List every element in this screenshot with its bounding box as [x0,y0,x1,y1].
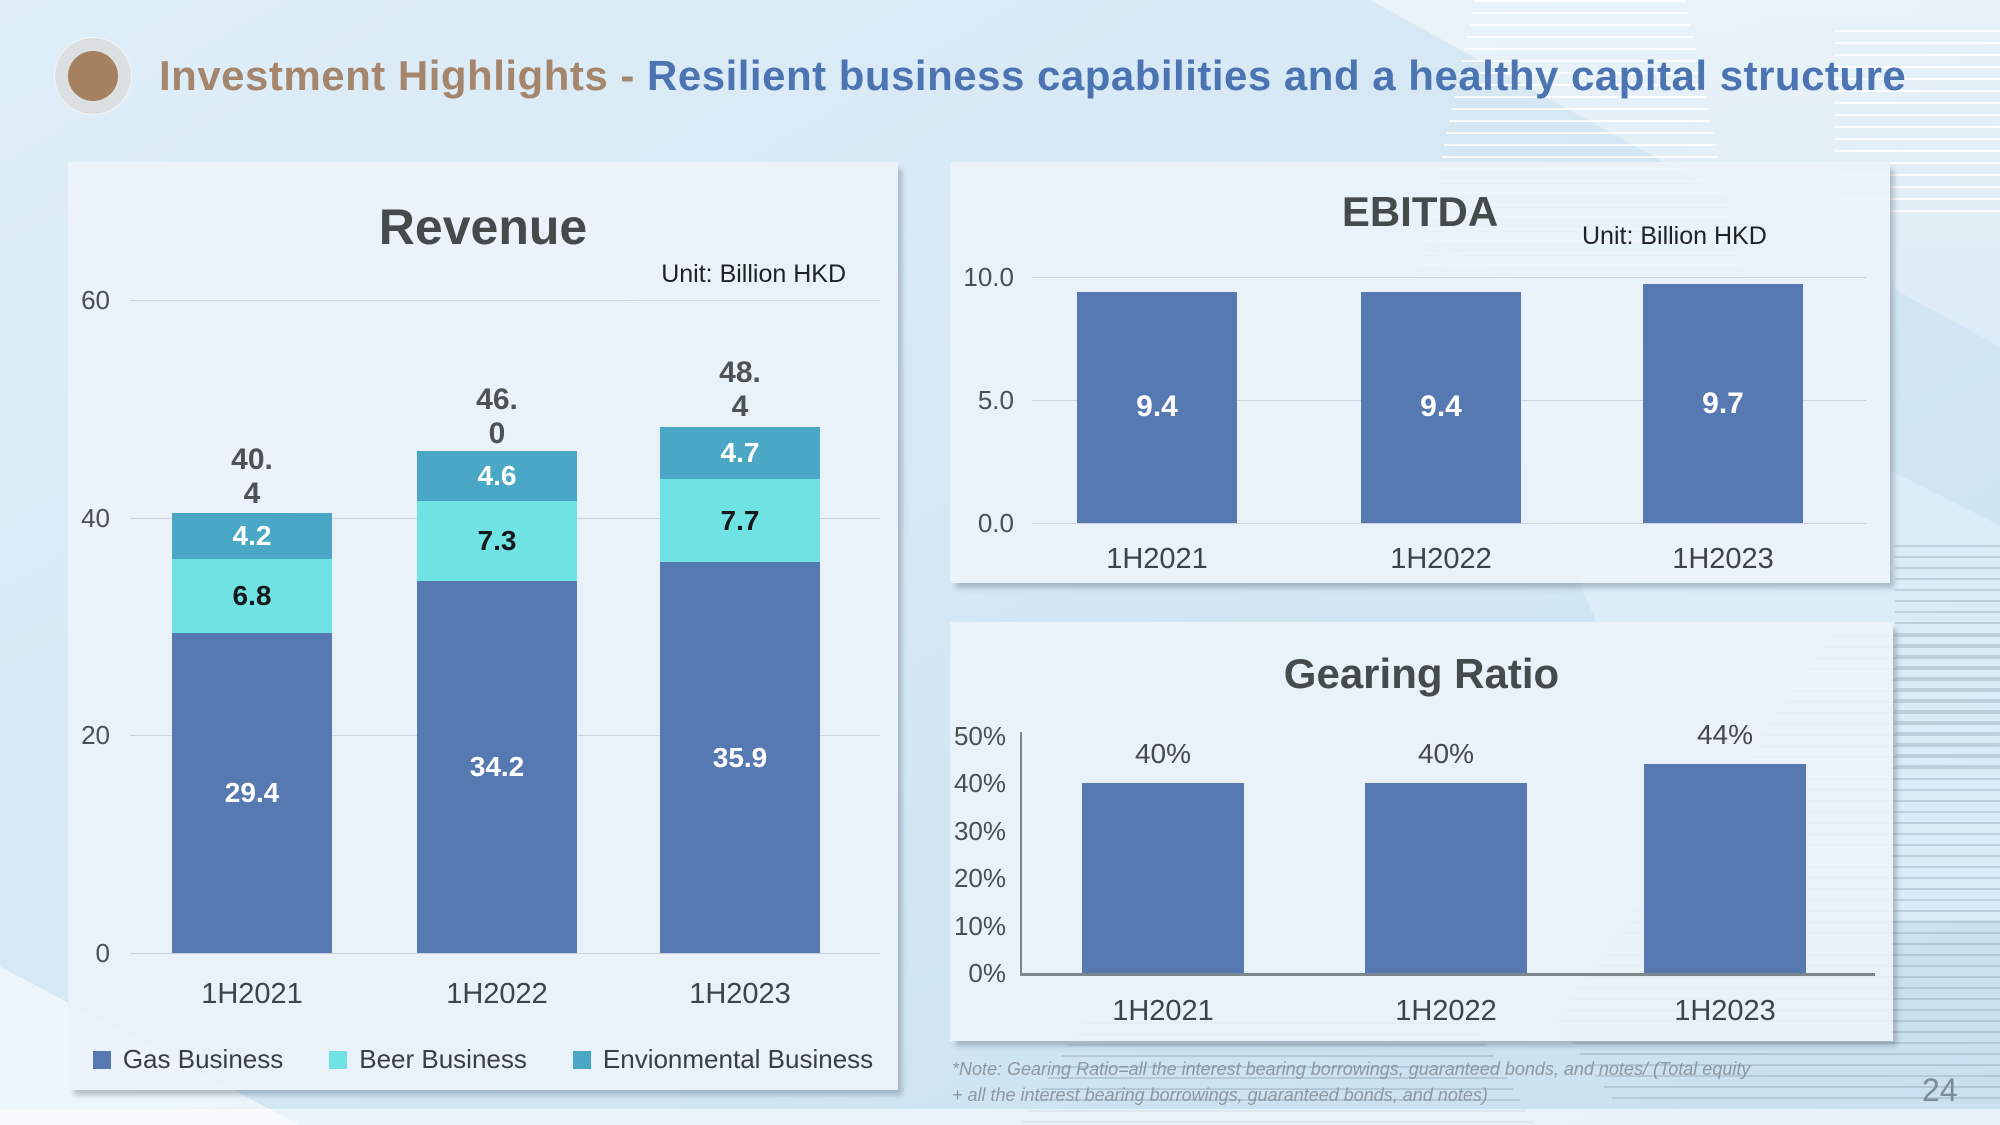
gridline [130,953,880,954]
bar-segment-gas [172,633,332,953]
bar [1082,783,1244,973]
legend-item: Beer Business [329,1044,527,1075]
y-axis-tick-label: 60 [81,285,110,316]
y-axis-tick-label: 50% [953,721,1006,751]
legend-swatch [572,1050,591,1069]
slide-header: Investment Highlights - Resilient busine… [55,38,1906,114]
bar-total-label: 46. 0 [476,382,518,450]
y-axis-tick-label: 20% [953,863,1006,894]
legend-item: Envionmental Business [572,1044,874,1075]
y-axis-tick-label: 0 [95,938,110,968]
x-axis-label: 1H2023 [1672,543,1774,575]
bar-segment-value-label: 4.2 [232,520,272,552]
bar-total-label: 40. 4 [231,443,273,511]
x-axis-label: 1H2022 [1395,995,1497,1027]
background-bottom-band [0,1109,2000,1125]
x-axis-label: 1H2023 [689,978,791,1010]
bar-value-label: 40% [1417,738,1475,770]
x-axis-label: 1H2021 [1106,543,1208,575]
revenue-plot-area: 60 40 20 0 29.4 6.8 4.2 40. 4 1H2021 34.2 7.3 4.6 46… [68,162,898,1090]
bar-segment-value-label: 35.9 [712,741,768,773]
y-axis-tick-label: 5.0 [977,385,1014,415]
x-axis-label: 1H2022 [446,978,548,1010]
bar-segment-value-label: 4.7 [720,437,760,469]
page-number: 24 [1922,1072,1958,1108]
bar-value-label: 9.4 [1136,390,1178,424]
bar-segment-gas [417,580,577,953]
y-axis-tick-label: 0% [968,958,1006,988]
bar-segment-value-label: 6.8 [232,580,272,612]
page-title: Investment Highlights - Resilient busine… [159,52,1906,100]
bar-segment-value-label: 4.6 [477,460,517,492]
ebitda-unit-label: Unit: Billion HKD [1582,222,1767,250]
bar-value-label: 44% [1696,719,1754,751]
revenue-chart-title: Revenue [378,199,588,255]
legend-swatch [92,1050,111,1069]
x-axis-label: 1H2021 [201,978,303,1010]
ebitda-chart-panel: EBITDA Unit: Billion HKD 10.0 5.0 0.0 9.4 1H… [950,162,1890,583]
bar-segment-envionmental [417,451,577,502]
title-bullet-inner-circle [68,51,118,101]
y-axis-tick-label: 40 [81,502,110,533]
gridline [130,300,880,302]
gridline [1032,277,1866,278]
x-axis-label: 1H2023 [1674,995,1776,1027]
bar-segment-gas [660,562,820,953]
y-axis-tick-label: 10.0 [963,262,1014,292]
bar-segment-value-label: 7.7 [720,504,760,536]
legend-label: Envionmental Business [602,1044,874,1074]
x-axis-line [1020,973,1875,976]
bar [1365,783,1527,973]
x-axis-label: 1H2022 [1390,543,1492,575]
y-axis-tick-label: 20 [81,720,110,751]
y-axis-tick-label: 40% [953,768,1006,799]
legend-label: Gas Business [122,1044,284,1074]
bar-segment-value-label: 7.3 [477,525,517,557]
bar-value-label: 9.4 [1420,390,1462,424]
x-axis-label: 1H2021 [1112,995,1214,1027]
revenue-unit-label: Unit: Billion HKD [661,260,846,288]
bar-segment-beer [417,501,577,581]
bar-value-label: 40% [1134,738,1192,770]
title-bullet-icon [55,38,131,114]
legend-label: Beer Business [359,1044,527,1074]
bar-segment-value-label: 29.4 [224,777,280,809]
revenue-chart-panel: Revenue Unit: Billion HKD 60 40 20 0 29.4 6.8… [68,162,898,1090]
gridline [1032,523,1866,524]
y-axis-tick-label: 30% [953,815,1006,846]
bar-segment-value-label: 34.2 [469,750,525,782]
legend-item: Gas Business [92,1044,284,1075]
bar-segment-envionmental [172,513,332,560]
page-title-prefix: Investment Highlights - [159,52,648,99]
bar-total-label: 48. 4 [719,356,761,424]
y-axis-tick-label: 10% [953,910,1006,941]
bar-segment-envionmental [660,427,820,479]
revenue-legend: Gas Business Beer Business Envionmental Bu… [68,1044,898,1075]
footnote: *Note: Gearing Ratio=all the interest be… [952,1059,1751,1106]
bar [1644,764,1806,973]
bar-segment-beer [660,478,820,563]
y-axis-tick-label: 0.0 [977,508,1014,538]
bar-segment-beer [172,559,332,634]
y-axis-line [1020,732,1022,975]
gearing-ratio-chart-panel: Gearing Ratio 50% 40% 30% 20% 10% 0% 40% 1H2021… [950,622,1893,1041]
background-stripes-decoration [1895,545,2000,775]
gearing-ratio-chart-title: Gearing Ratio [1283,650,1560,697]
legend-swatch [329,1050,348,1069]
page-title-emphasis: Resilient business capabilities and a he… [647,52,1907,99]
bar-value-label: 9.7 [1702,386,1744,420]
bar [1077,291,1237,523]
